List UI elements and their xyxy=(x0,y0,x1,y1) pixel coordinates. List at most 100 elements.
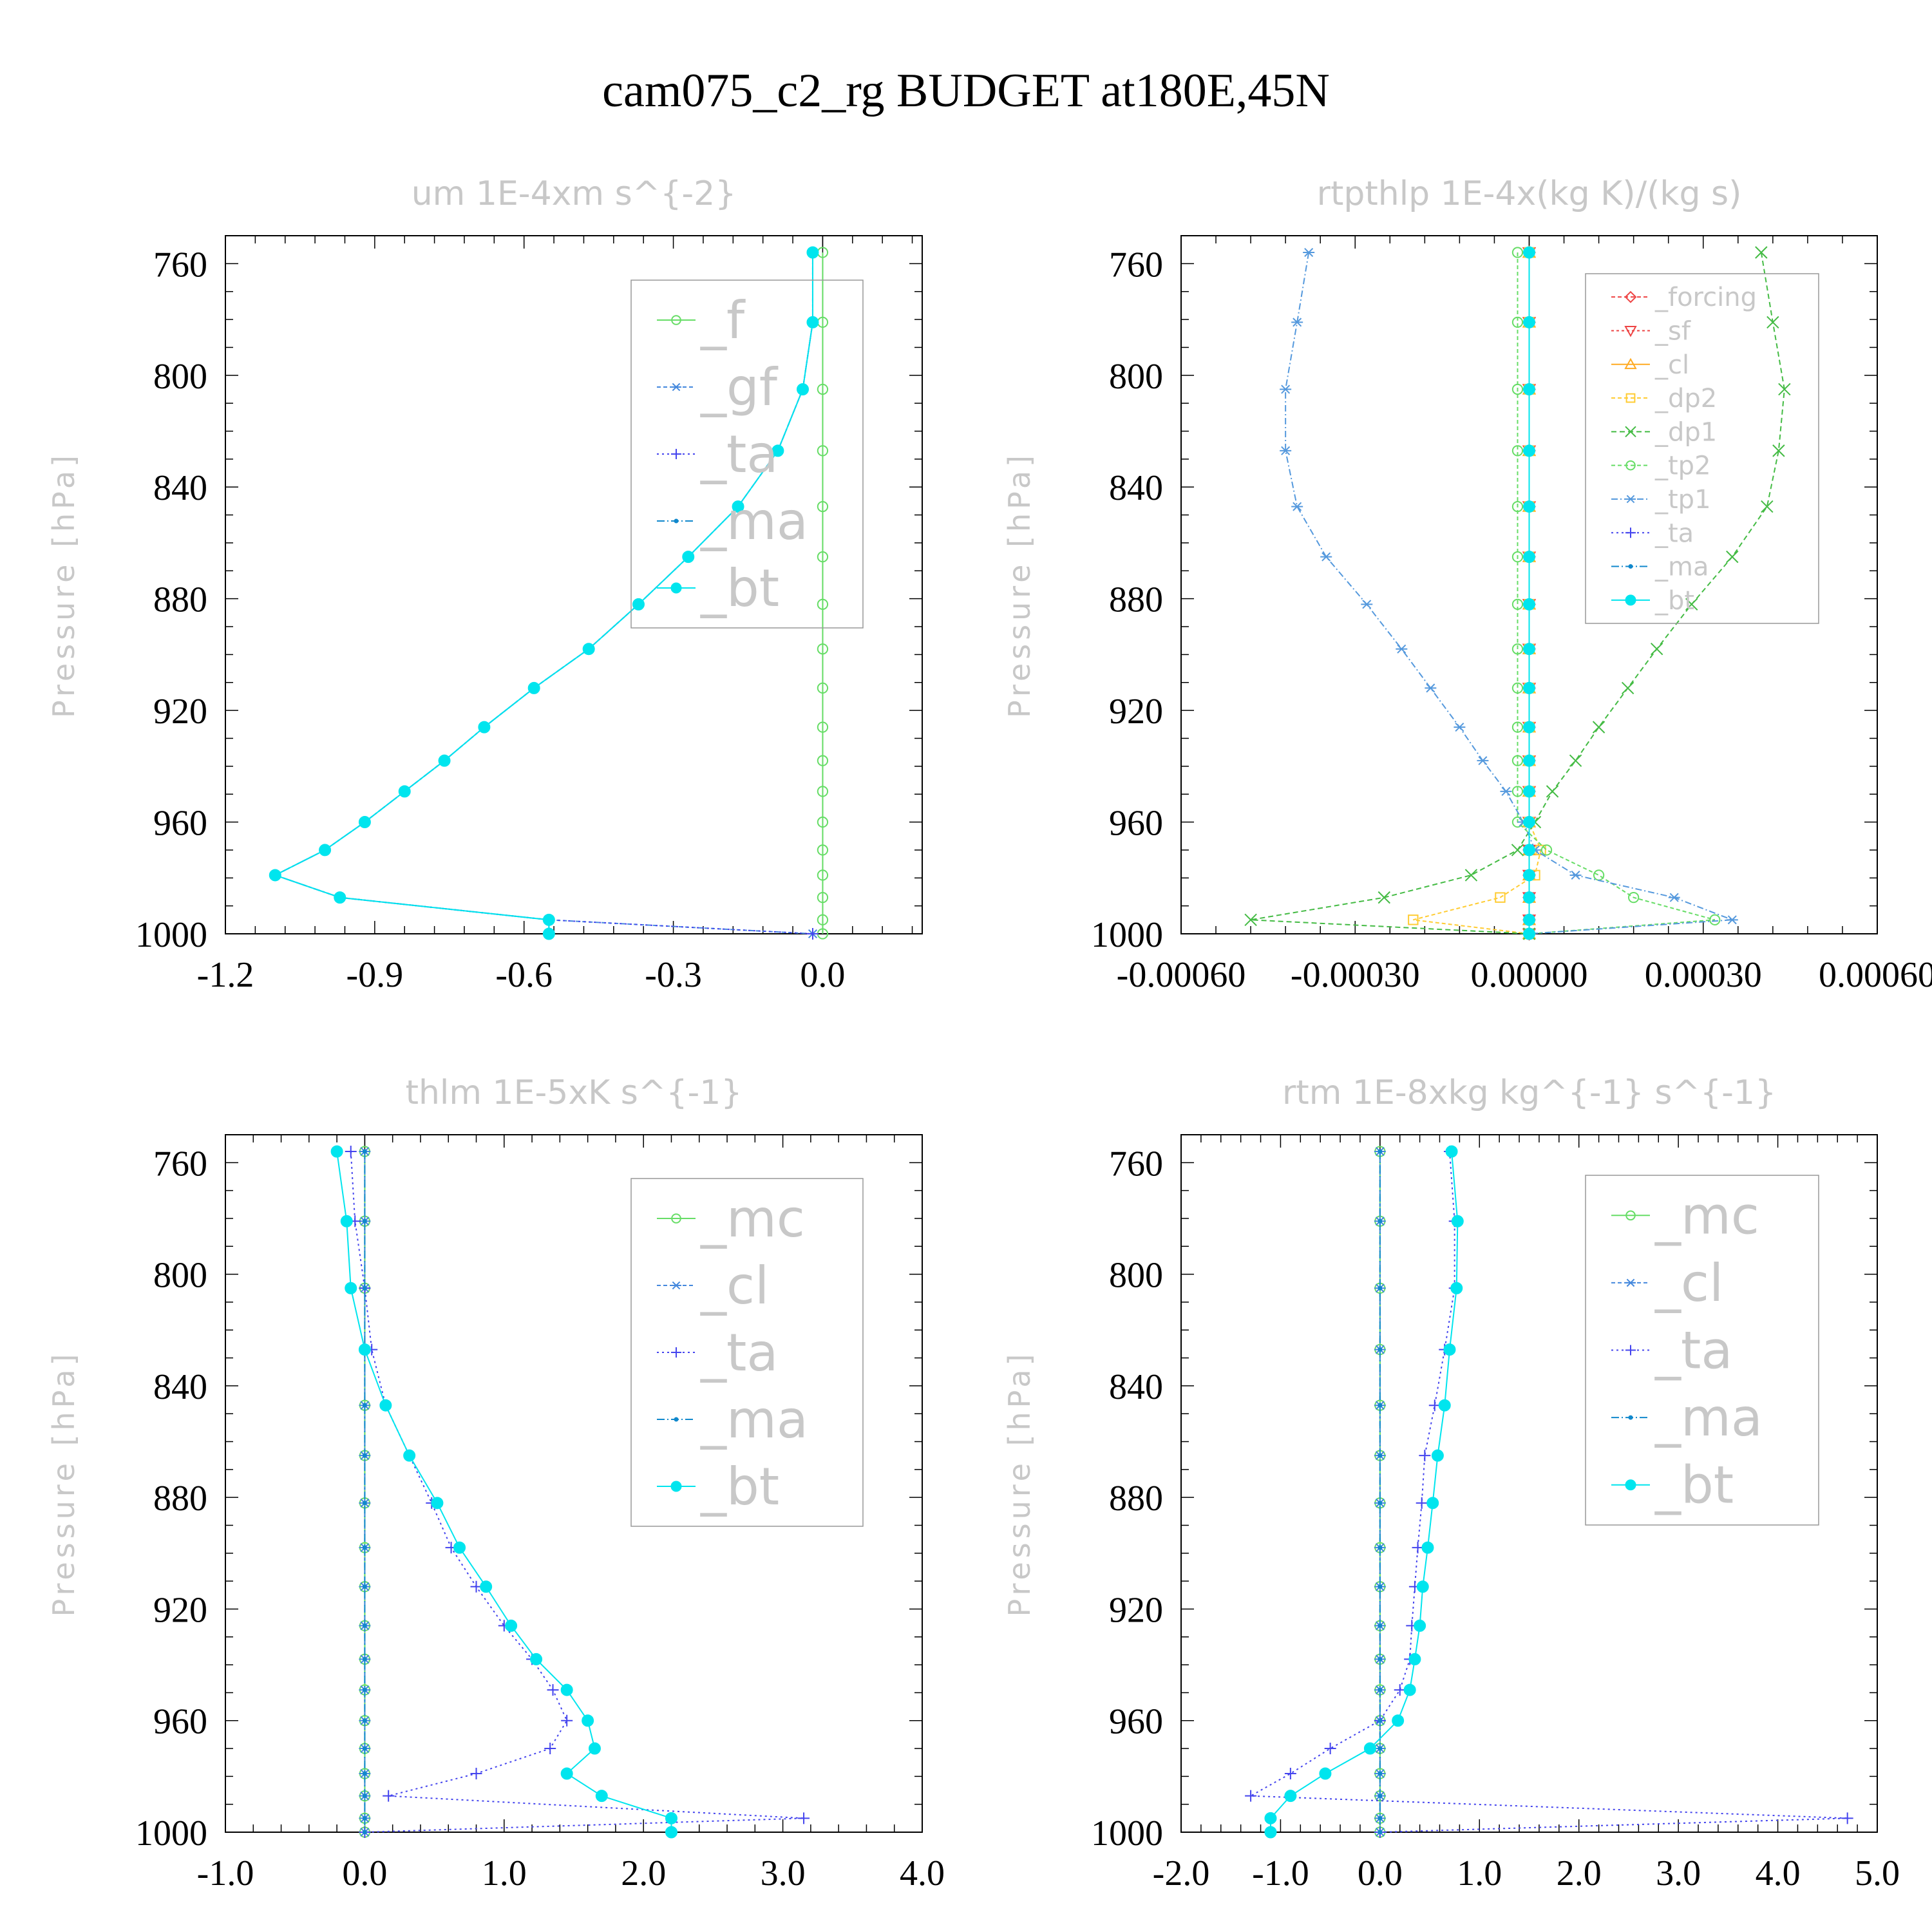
data-point xyxy=(1523,869,1535,882)
data-point xyxy=(1650,643,1663,656)
x-tick-label: -2.0 xyxy=(1153,1853,1210,1893)
y-tick-label: 800 xyxy=(153,357,207,397)
series-line xyxy=(1248,1151,1848,1833)
data-point xyxy=(817,551,829,563)
legend: _forcing _sf _cl _dp2 _dp1 _tp2 _tp1_ta _ma _bt xyxy=(1585,273,1819,624)
data-point xyxy=(806,928,819,940)
legend-marker xyxy=(1625,1210,1636,1221)
series-line xyxy=(1517,252,1716,934)
data-point xyxy=(1324,1743,1336,1755)
legend-label: _cl xyxy=(1654,350,1689,380)
data-point xyxy=(1628,891,1640,904)
legend-marker xyxy=(1625,1345,1636,1356)
x-tick-label: 4.0 xyxy=(900,1853,945,1893)
x-tick-label: 0.0 xyxy=(342,1853,387,1893)
data-point xyxy=(1523,383,1535,395)
data-point xyxy=(1378,1656,1383,1662)
legend-label: _ta xyxy=(700,1323,778,1383)
data-point xyxy=(1378,1347,1383,1352)
series-line xyxy=(1269,1151,1459,1832)
series-bt xyxy=(1523,246,1535,940)
data-point xyxy=(1416,1497,1428,1509)
legend-marker xyxy=(1624,326,1637,337)
y-tick-label: 760 xyxy=(153,1144,207,1184)
legend-marker xyxy=(670,1481,682,1492)
data-point xyxy=(358,1343,371,1356)
legend-marker xyxy=(1625,495,1636,504)
data-point xyxy=(362,1830,367,1835)
y-axis-label: Pressure [hPa] xyxy=(1002,451,1037,718)
series-tp2 xyxy=(1511,247,1721,940)
data-point xyxy=(561,1714,573,1727)
data-point xyxy=(358,816,371,829)
y-tick-label: 920 xyxy=(153,692,207,732)
data-point xyxy=(362,1746,367,1751)
series-ma xyxy=(1378,1149,1383,1835)
legend-marker xyxy=(1625,527,1636,538)
data-point xyxy=(319,844,332,857)
legend-label: _cl xyxy=(700,1256,769,1316)
legend-marker xyxy=(671,1213,681,1224)
legend-label: _gf xyxy=(700,357,779,417)
data-point xyxy=(1523,754,1535,767)
data-point xyxy=(345,1145,357,1157)
data-point xyxy=(1766,316,1779,329)
data-point xyxy=(1245,1790,1257,1802)
data-point xyxy=(1378,1149,1383,1154)
data-point xyxy=(665,1826,677,1839)
data-point xyxy=(1431,1449,1444,1462)
data-point xyxy=(438,754,451,767)
data-point xyxy=(1361,600,1373,609)
data-point xyxy=(1378,1501,1383,1506)
data-point xyxy=(1523,500,1535,513)
data-point xyxy=(1685,598,1698,611)
y-tick-label: 800 xyxy=(153,1256,207,1296)
legend-marker xyxy=(671,1347,681,1358)
data-point xyxy=(527,681,540,694)
data-point xyxy=(1511,844,1524,857)
x-tick-label: 3.0 xyxy=(1656,1853,1701,1893)
data-point xyxy=(1426,1497,1439,1510)
data-point xyxy=(582,643,595,656)
data-point xyxy=(817,914,829,925)
data-point xyxy=(547,1684,559,1696)
data-point xyxy=(1284,1790,1297,1803)
x-tick-label: 1.0 xyxy=(1457,1853,1502,1893)
data-point xyxy=(817,869,829,881)
data-point xyxy=(817,816,829,828)
x-tick-label: 0.0 xyxy=(1358,1853,1403,1893)
legend: _f _gf _ta _ma _bt xyxy=(630,279,864,629)
y-axis-label: Pressure [hPa] xyxy=(46,451,81,718)
x-tick-label: 0.00060 xyxy=(1819,955,1932,995)
y-tick-label: 920 xyxy=(1109,1590,1163,1630)
legend-box xyxy=(1585,1175,1819,1526)
data-point xyxy=(1454,723,1466,732)
legend-label: _forcing xyxy=(1654,283,1757,312)
data-point xyxy=(1523,816,1535,829)
data-point xyxy=(1403,1683,1416,1696)
legend-label: _ta xyxy=(1654,1321,1732,1381)
data-point xyxy=(1280,446,1292,455)
data-point xyxy=(817,844,829,856)
data-point xyxy=(362,1623,367,1628)
panel-rtm: rtm 1E-8xkg kg^{-1} s^{-1} Pressure [hPa]… xyxy=(1002,1074,1900,1893)
x-tick-label: -0.3 xyxy=(645,955,702,995)
series-bt xyxy=(269,246,819,940)
data-point xyxy=(1523,551,1535,564)
legend-label: _mc xyxy=(1654,1186,1759,1245)
data-point xyxy=(1445,1145,1458,1158)
panel-title: rtpthlp 1E-4x(kg K)/(kg s) xyxy=(1317,175,1742,213)
data-point xyxy=(362,1218,367,1224)
series-f xyxy=(817,247,829,940)
legend-marker xyxy=(671,1281,681,1290)
data-point xyxy=(1511,247,1524,258)
data-point xyxy=(362,1453,367,1458)
series-line xyxy=(1285,252,1733,934)
data-point xyxy=(1378,1584,1383,1589)
data-point xyxy=(269,869,281,882)
legend-marker xyxy=(671,315,681,325)
series-bt xyxy=(1264,1145,1464,1839)
legend-label: _tp2 xyxy=(1654,451,1711,481)
data-point xyxy=(1511,551,1524,563)
data-point xyxy=(1523,246,1535,259)
